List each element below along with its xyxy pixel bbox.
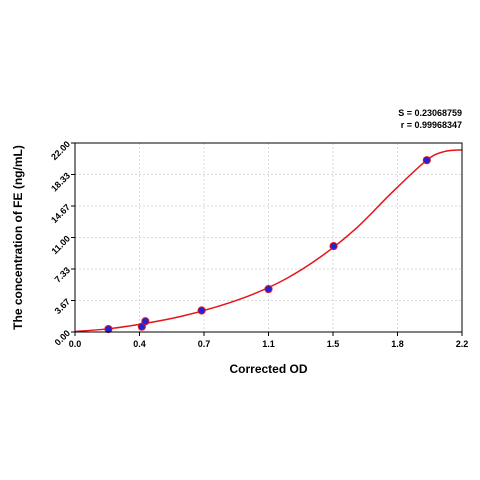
stat-r-value: r = 0.99968347 [401, 120, 462, 130]
data-point [422, 156, 431, 165]
y-axis-label: The concentration of FE (ng/mL) [11, 145, 25, 330]
x-tick-label: 1.1 [262, 339, 275, 349]
data-point [141, 317, 150, 326]
stat-s-value: S = 0.23068759 [398, 108, 462, 118]
data-point [104, 324, 113, 334]
x-axis-ticks: 0.0 0.4 0.7 1.1 1.5 1.8 2.2 [69, 332, 469, 349]
x-tick-label: 1.8 [391, 339, 404, 349]
x-axis-label: Corrected OD [229, 362, 307, 376]
x-tick-label: 2.2 [456, 339, 469, 349]
y-tick-label: 7.33 [53, 265, 72, 284]
grid-lines [75, 143, 462, 332]
x-tick-label: 0.7 [198, 339, 211, 349]
data-points [104, 156, 431, 334]
x-tick-label: 0.0 [69, 339, 82, 349]
y-tick-label: 11.00 [49, 234, 72, 257]
x-tick-label: 0.4 [133, 339, 146, 349]
y-tick-label: 18.33 [49, 171, 72, 194]
y-tick-label: 14.67 [49, 202, 72, 225]
y-tick-label: 3.67 [53, 297, 72, 316]
y-tick-label: 22.00 [49, 139, 72, 162]
data-point [264, 284, 273, 294]
data-point [329, 241, 338, 251]
data-point [197, 306, 206, 315]
x-tick-label: 1.5 [327, 339, 340, 349]
